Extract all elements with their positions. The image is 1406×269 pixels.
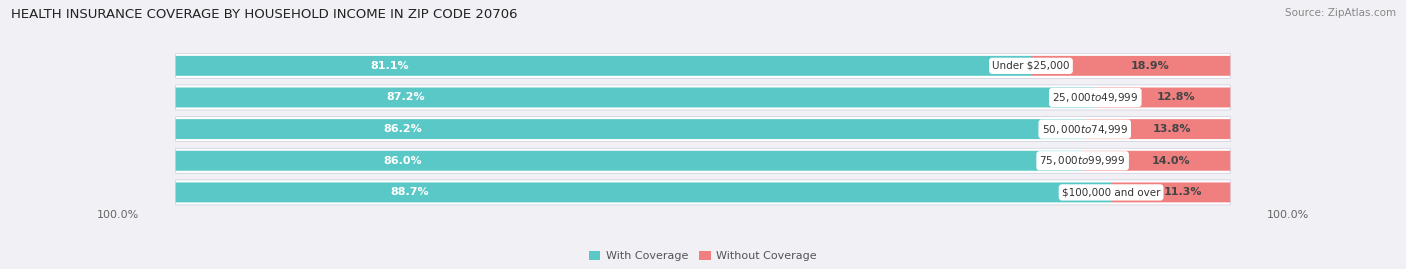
Text: 12.8%: 12.8% [1157, 93, 1195, 102]
FancyBboxPatch shape [176, 56, 1031, 76]
Text: 87.2%: 87.2% [387, 93, 425, 102]
FancyBboxPatch shape [1111, 182, 1230, 202]
Text: 11.3%: 11.3% [1163, 187, 1202, 197]
Text: 81.1%: 81.1% [370, 61, 409, 71]
Text: $25,000 to $49,999: $25,000 to $49,999 [1052, 91, 1139, 104]
Text: 100.0%: 100.0% [97, 210, 139, 220]
FancyBboxPatch shape [176, 180, 1230, 205]
Text: 18.9%: 18.9% [1132, 61, 1170, 71]
FancyBboxPatch shape [1031, 56, 1230, 76]
Text: Under $25,000: Under $25,000 [993, 61, 1070, 71]
FancyBboxPatch shape [176, 85, 1230, 110]
Text: 100.0%: 100.0% [1267, 210, 1309, 220]
FancyBboxPatch shape [176, 117, 1230, 141]
FancyBboxPatch shape [176, 53, 1230, 78]
Text: HEALTH INSURANCE COVERAGE BY HOUSEHOLD INCOME IN ZIP CODE 20706: HEALTH INSURANCE COVERAGE BY HOUSEHOLD I… [11, 8, 517, 21]
FancyBboxPatch shape [1084, 119, 1230, 139]
Text: 14.0%: 14.0% [1152, 156, 1191, 166]
FancyBboxPatch shape [176, 87, 1095, 107]
Text: Source: ZipAtlas.com: Source: ZipAtlas.com [1285, 8, 1396, 18]
FancyBboxPatch shape [176, 182, 1111, 202]
FancyBboxPatch shape [176, 148, 1230, 173]
Text: 86.2%: 86.2% [384, 124, 422, 134]
Text: 13.8%: 13.8% [1153, 124, 1191, 134]
FancyBboxPatch shape [1083, 151, 1230, 171]
Text: $75,000 to $99,999: $75,000 to $99,999 [1039, 154, 1126, 167]
Text: 88.7%: 88.7% [391, 187, 429, 197]
Text: $50,000 to $74,999: $50,000 to $74,999 [1042, 123, 1128, 136]
FancyBboxPatch shape [176, 151, 1083, 171]
Text: 86.0%: 86.0% [384, 156, 422, 166]
FancyBboxPatch shape [176, 119, 1085, 139]
Legend: With Coverage, Without Coverage: With Coverage, Without Coverage [585, 246, 821, 266]
Text: $100,000 and over: $100,000 and over [1062, 187, 1160, 197]
FancyBboxPatch shape [1095, 87, 1230, 107]
